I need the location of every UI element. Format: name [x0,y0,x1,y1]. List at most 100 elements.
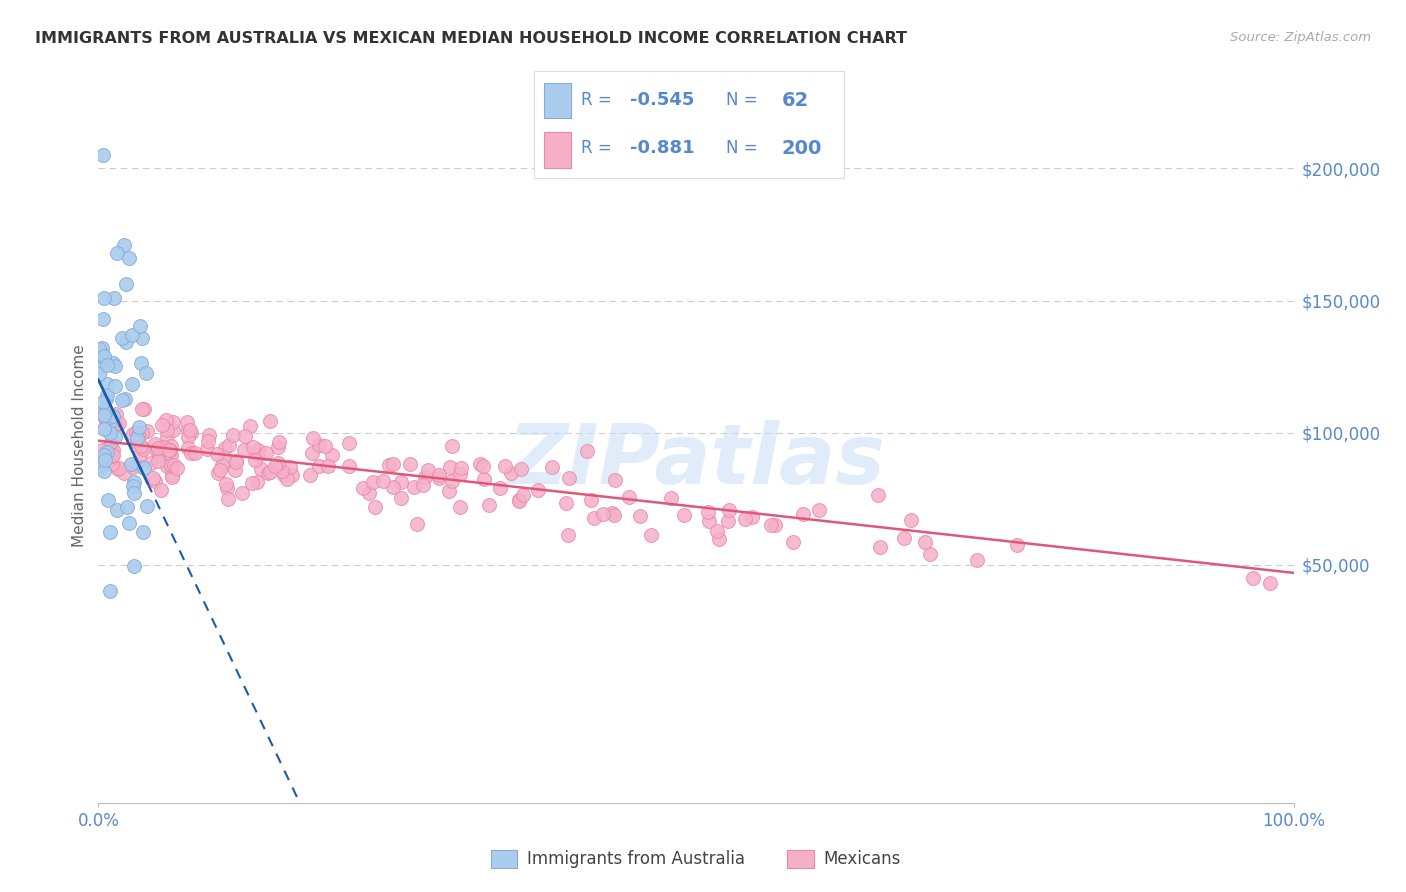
Point [132,442,155,457]
Point [156,429,179,443]
Point [177,423,200,437]
Point [97,492,120,507]
Point [250,462,273,476]
Point [128,419,150,434]
Text: N =: N = [725,91,758,109]
Point [89,458,111,473]
Point [94,392,117,407]
Point [707,532,730,546]
Point [247,449,270,463]
Point [247,443,270,458]
Point [122,460,145,475]
Point [316,459,339,474]
Point [759,518,782,533]
Point [869,541,891,555]
Point [582,511,605,525]
Point [389,475,412,489]
Point [107,462,129,476]
Point [112,466,135,480]
Point [218,438,240,452]
Point [136,500,159,514]
Text: IMMIGRANTS FROM AUSTRALIA VS MEXICAN MEDIAN HOUSEHOLD INCOME CORRELATION CHART: IMMIGRANTS FROM AUSTRALIA VS MEXICAN MED… [35,31,907,46]
Point [108,416,131,430]
Point [132,524,155,539]
Point [225,455,247,469]
Point [271,464,294,478]
Point [706,524,728,538]
Point [868,488,890,502]
Point [152,441,174,455]
Point [166,461,188,475]
Point [146,454,169,468]
Point [111,331,134,345]
Point [132,461,155,475]
Point [267,456,290,470]
Point [91,443,114,458]
Point [122,475,145,490]
Point [554,496,576,510]
Text: 200: 200 [782,139,823,158]
Point [143,437,166,451]
Point [389,491,412,505]
Point [91,453,114,467]
Point [91,395,114,409]
Y-axis label: Median Household Income: Median Household Income [72,344,87,548]
Bar [544,132,571,168]
Point [122,559,145,574]
Point [377,458,399,472]
Point [1243,570,1265,584]
Point [159,442,181,457]
Point [101,409,124,423]
Point [231,485,253,500]
Point [557,528,579,542]
Point [91,341,114,355]
Point [233,428,256,442]
Point [122,478,145,492]
Point [97,449,120,463]
Point [298,467,321,482]
Point [617,491,640,505]
Point [134,401,156,416]
Point [512,488,534,502]
Point [98,584,121,599]
Point [94,403,117,417]
Point [103,414,125,428]
Point [131,440,153,454]
Point [96,358,118,372]
Point [131,331,153,345]
Text: Source: ZipAtlas.com: Source: ZipAtlas.com [1230,31,1371,45]
Point [91,459,114,474]
Point [254,446,277,460]
Point [91,148,114,162]
Point [242,440,264,454]
Point [125,431,148,445]
Point [96,377,118,392]
Point [508,494,530,508]
Point [146,441,169,455]
Text: N =: N = [725,139,758,157]
Point [640,527,662,541]
Point [149,483,172,497]
Text: R =: R = [581,91,612,109]
Point [468,457,491,471]
Point [146,443,169,458]
Point [215,476,238,491]
Point [273,468,295,483]
Point [302,431,325,445]
Point [93,422,115,436]
Point [371,474,394,488]
Text: ZIPatlas: ZIPatlas [508,420,884,500]
Point [118,251,141,265]
Point [245,453,267,467]
Point [1005,538,1028,552]
Point [301,446,323,460]
Point [449,467,471,482]
Point [205,447,228,461]
Point [103,442,125,457]
Point [141,456,163,470]
Point [576,444,599,458]
Point [440,439,463,453]
Point [267,440,290,454]
Point [156,458,179,473]
Point [259,414,281,428]
